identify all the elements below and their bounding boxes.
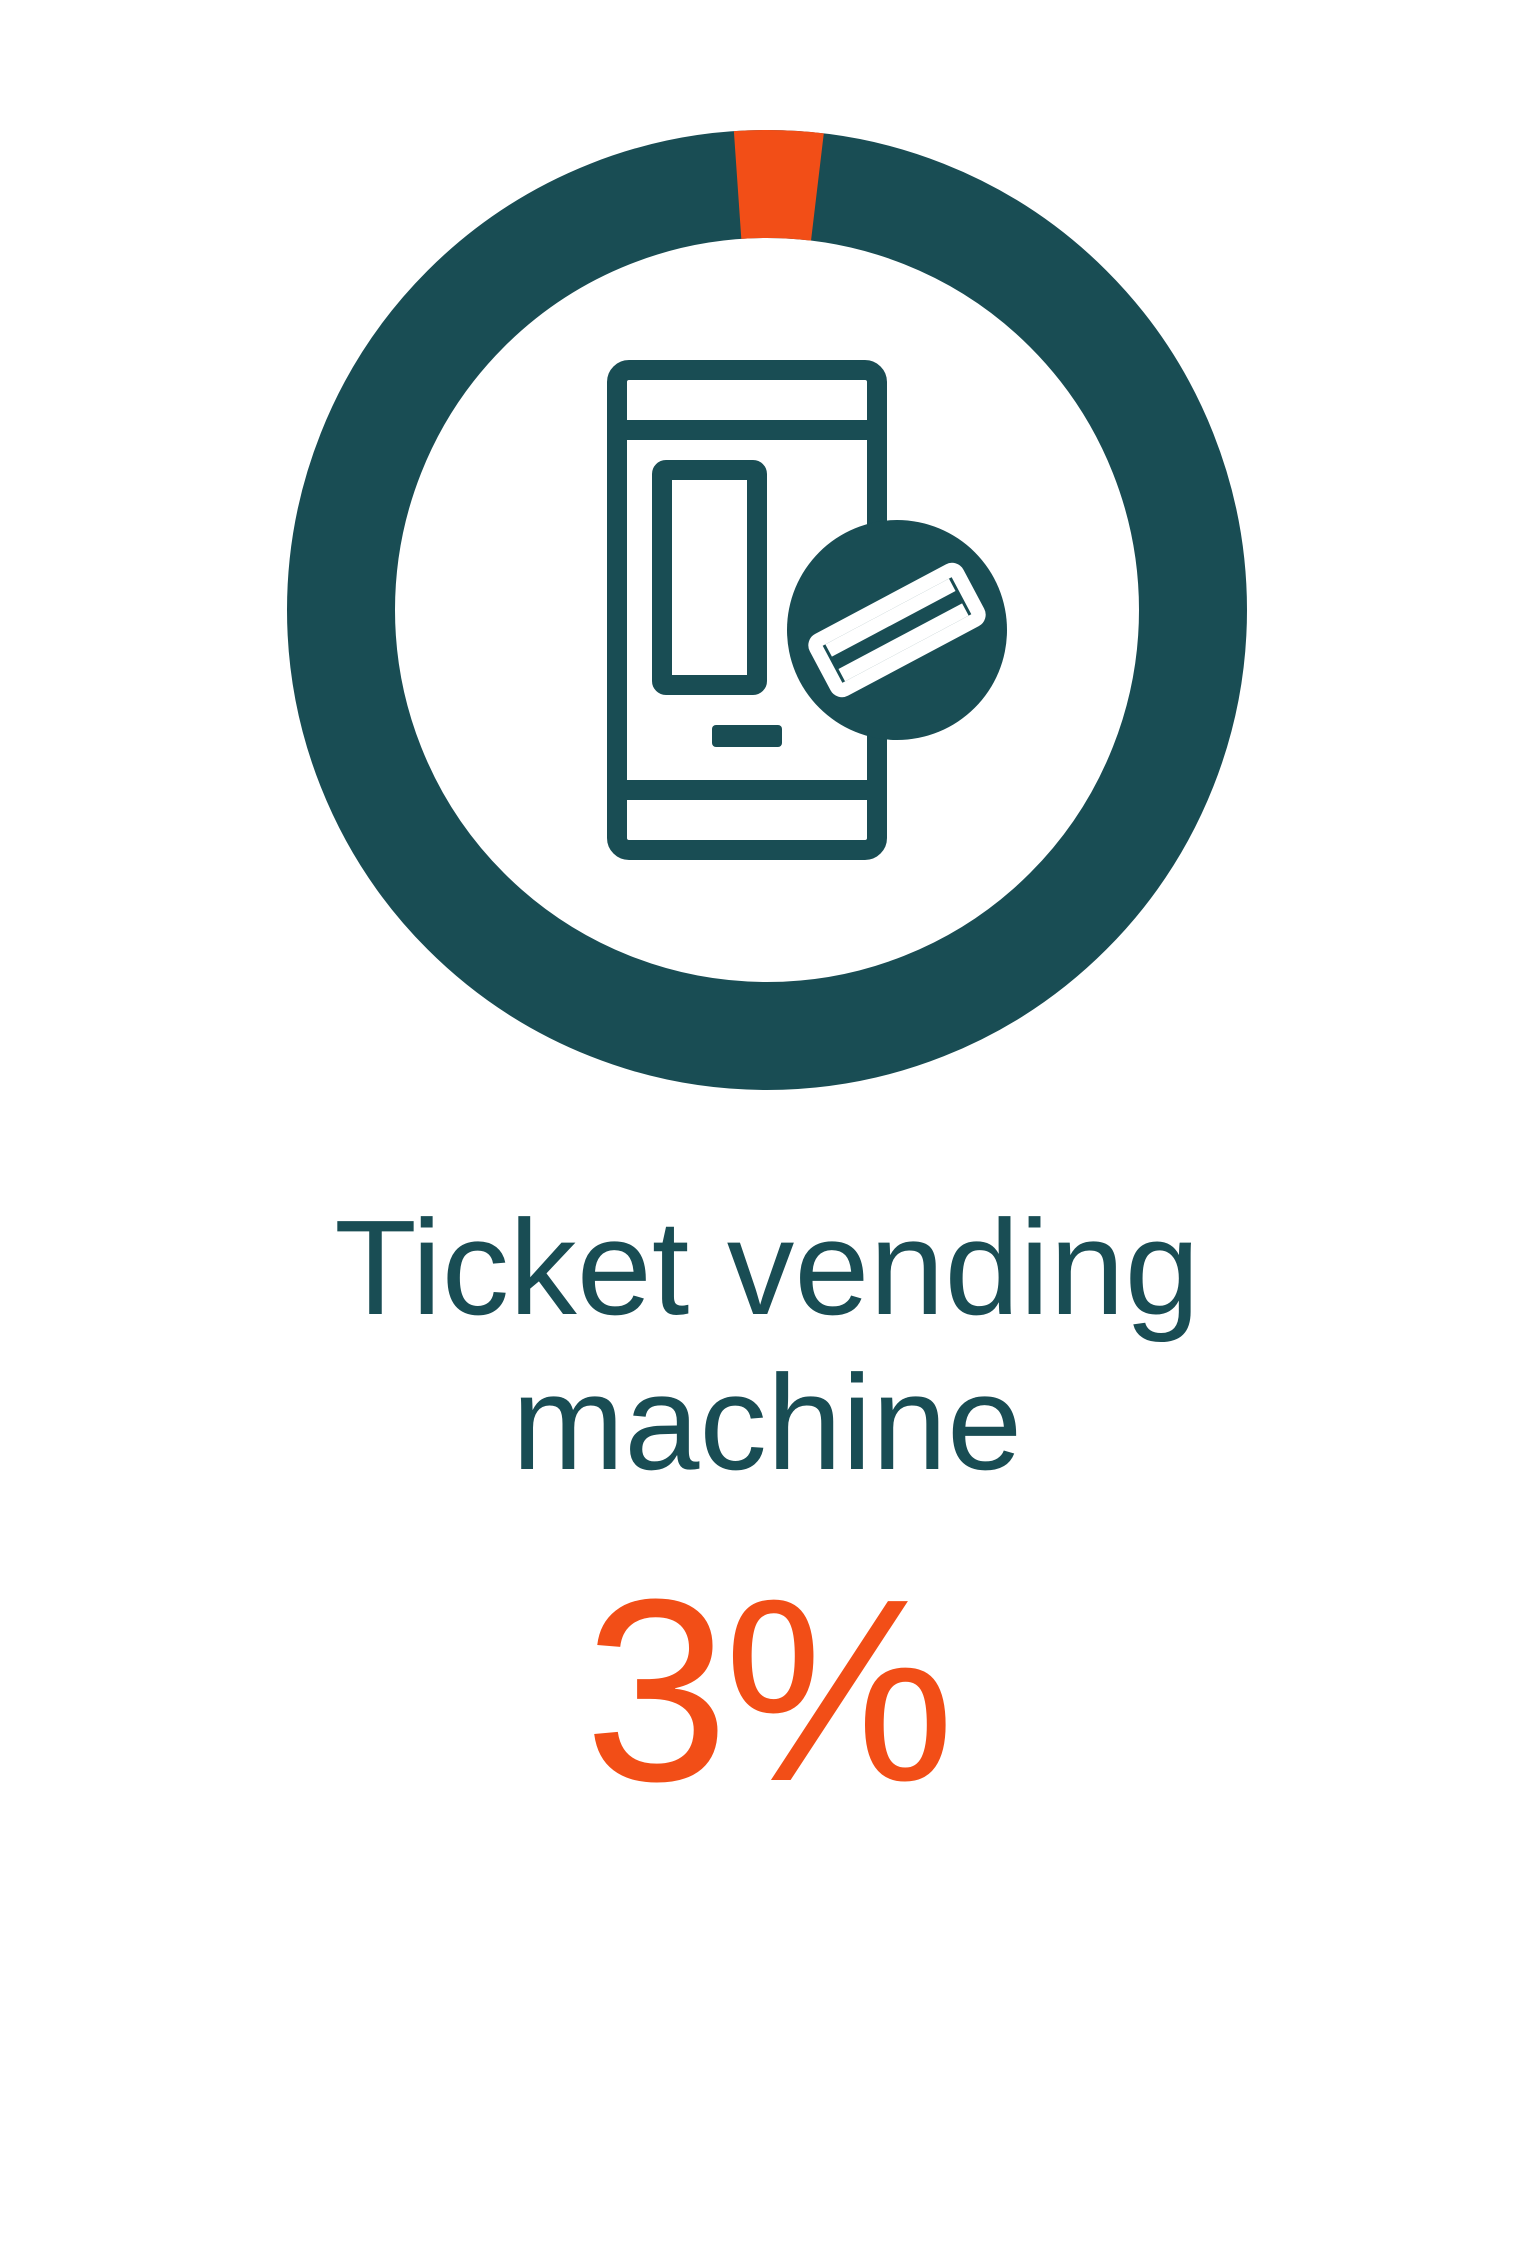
chart-label: Ticket vending machine bbox=[217, 1190, 1317, 1501]
donut-chart bbox=[287, 130, 1247, 1090]
ticket-vending-machine-icon bbox=[487, 330, 1047, 890]
chart-value: 3% bbox=[584, 1561, 949, 1821]
